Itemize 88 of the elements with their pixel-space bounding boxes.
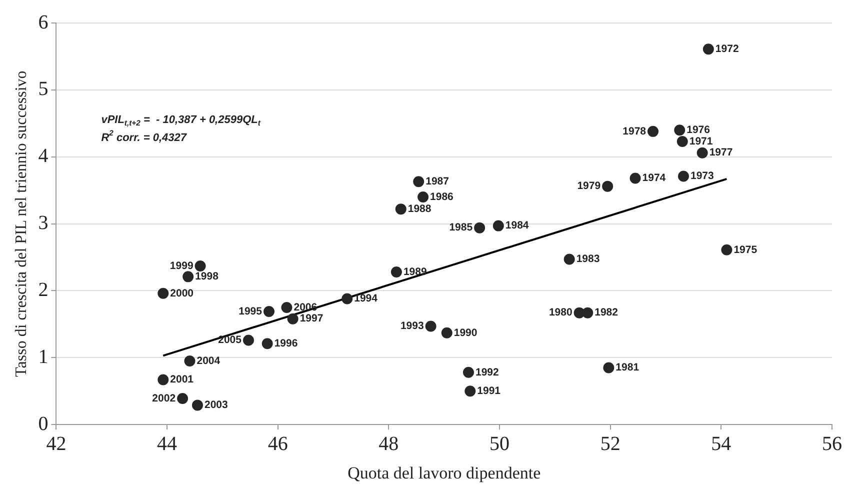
annotation: 1979 [577,180,601,192]
x-tick-label: 52 [600,432,620,455]
annotation: 1998 [195,270,219,283]
point [390,266,402,278]
y-tick-label: 6 [38,11,48,34]
annotation: 1993 [400,320,424,332]
point [158,288,169,299]
annotation: 1984 [505,220,529,232]
x-tick-label: 48 [378,432,399,455]
annotation: 2002 [152,392,176,404]
point [158,374,169,386]
point [184,356,196,367]
point [462,366,474,378]
point [492,220,504,232]
annotation: 1973 [690,170,714,182]
point [182,271,194,282]
point [603,362,614,374]
point [648,126,659,137]
annotation: 1971 [689,135,713,148]
point [281,302,292,313]
annotation: 1994 [354,292,378,305]
point [582,307,594,318]
y-tick-label: 3 [38,212,48,234]
point [342,293,353,304]
point [721,244,732,256]
annotation: 1983 [576,253,600,266]
y-axis-title: Tasso di crescita del PIL nel triennio successivo [12,70,30,377]
point [702,44,714,55]
annotation: 1999 [170,260,194,272]
annotation: 2006 [294,301,318,314]
annotation: 1980 [548,306,572,319]
point [262,338,273,350]
x-tick-label: 42 [46,432,66,455]
x-tick-label: 44 [157,432,178,455]
x-axis-title: Quota del lavoro dipendente [348,463,541,482]
y-tick-label: 5 [38,78,48,100]
point [464,386,476,397]
point [676,136,688,147]
point [194,260,206,272]
x-tick-label: 56 [822,432,842,455]
y-tick-label: 0 [38,412,48,435]
point [287,313,298,324]
annotation: 1985 [449,222,473,234]
point [242,334,254,346]
annotation: 1988 [408,202,432,215]
point [696,147,708,158]
annotation: 2000 [170,287,194,300]
y-tick-label: 1 [38,346,48,368]
point [263,306,274,317]
annotation: 1978 [622,125,646,138]
annotation: 1990 [454,326,478,339]
annotation: 1987 [426,176,450,188]
point [425,320,436,332]
x-tick-label: 54 [711,432,732,455]
annotation: 1986 [430,190,454,203]
annotation: 1972 [715,42,739,55]
point [192,400,204,411]
annotation: 2001 [170,374,194,386]
point [474,222,486,234]
x-tick-label: 50 [490,432,510,455]
point [678,170,689,182]
point [564,254,575,265]
annotation: 1996 [274,338,298,350]
annotation: 1977 [709,146,733,159]
annotation: 2005 [218,334,242,346]
point [177,392,188,404]
point [630,172,641,184]
x-tick-label: 46 [268,432,288,455]
point [441,327,452,338]
point [395,204,406,215]
annotation: 2004 [196,354,220,367]
annotation: 1976 [686,124,710,136]
annotation: 1974 [642,172,666,184]
annotation: 1975 [734,244,758,256]
annotation: 1991 [477,385,501,398]
y-tick-label: 4 [38,145,48,168]
point [413,176,424,188]
annotation: 2003 [204,399,228,412]
annotation: 1992 [475,366,499,378]
annotation: 1997 [300,312,324,325]
annotation: 1982 [594,306,618,319]
annotation: 1989 [403,266,427,278]
annotation: 1981 [616,362,640,374]
point [418,192,429,203]
point [602,180,614,192]
annotation: 1995 [238,305,262,318]
y-tick-label: 2 [38,278,48,301]
point [674,124,686,136]
